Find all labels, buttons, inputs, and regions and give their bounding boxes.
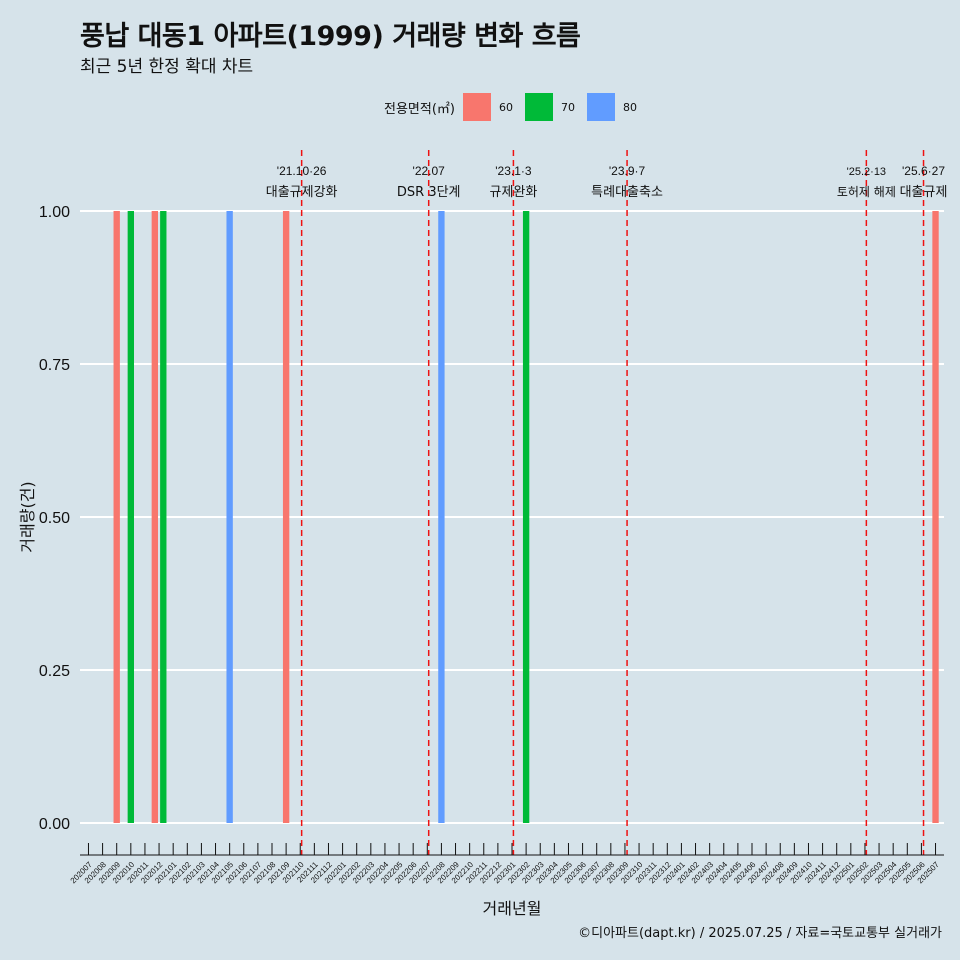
legend-swatch-80 [586, 93, 615, 121]
x-axis-title: 거래년월 [483, 899, 542, 918]
legend: 전용면적(㎡) 60 70 80 [384, 93, 649, 121]
legend-title: 전용면적(㎡) [384, 101, 455, 117]
event-date-label: '25.2·13 [847, 166, 886, 178]
bar-60-202507 [932, 211, 939, 823]
legend-label-60: 60 [498, 100, 513, 114]
y-tick-label: 0.25 [39, 663, 70, 680]
y-tick-label: 0.50 [39, 510, 70, 527]
event-text-label: 토허제 해제 [837, 185, 896, 199]
bar-70-202302 [522, 211, 530, 823]
y-axis-title: 거래량(건) [18, 481, 37, 552]
bar-60-202012 [151, 211, 158, 823]
event-text-label: 대출규제강화 [266, 185, 338, 200]
legend-item-60: 60 [462, 93, 519, 121]
event-date-label: '23.1·3 [495, 164, 532, 178]
legend-label-70: 70 [560, 100, 575, 114]
y-tick-label: 1.00 [39, 204, 70, 221]
event-date-label: '23.9·7 [609, 164, 646, 178]
event-date-label: '21.10·26 [277, 164, 327, 178]
bar-70-202010 [127, 211, 134, 823]
y-tick-label: 0.00 [39, 816, 70, 833]
bar-60-202009 [113, 211, 120, 823]
event-text-label: 대출규제 [900, 185, 948, 200]
y-tick-label: 0.75 [39, 357, 70, 374]
source-caption: ©디아파트(dapt.kr) / 2025.07.25 / 자료=국토교통부 실… [578, 926, 942, 941]
event-date-label: '22.07 [413, 164, 446, 178]
bar-80-202208 [438, 211, 445, 823]
event-text-label: 특례대출축소 [591, 185, 663, 200]
event-text-label: 규제완화 [489, 185, 537, 200]
bar-60-202109 [282, 211, 290, 823]
bar-70-202012 [160, 211, 167, 823]
legend-swatch-60 [462, 93, 491, 121]
event-text-label: DSR 3단계 [397, 185, 461, 200]
bar-80-202105 [226, 211, 233, 823]
chart-title: 풍납 대동1 아파트(1999) 거래량 변화 흐름 [80, 21, 581, 52]
legend-label-80: 80 [622, 100, 637, 114]
legend-item-70: 70 [524, 93, 581, 121]
event-date-label: '25.6·27 [902, 164, 945, 178]
legend-item-80: 80 [586, 93, 643, 121]
chart-subtitle: 최근 5년 한정 확대 차트 [80, 57, 254, 77]
legend-swatch-70 [524, 93, 553, 121]
